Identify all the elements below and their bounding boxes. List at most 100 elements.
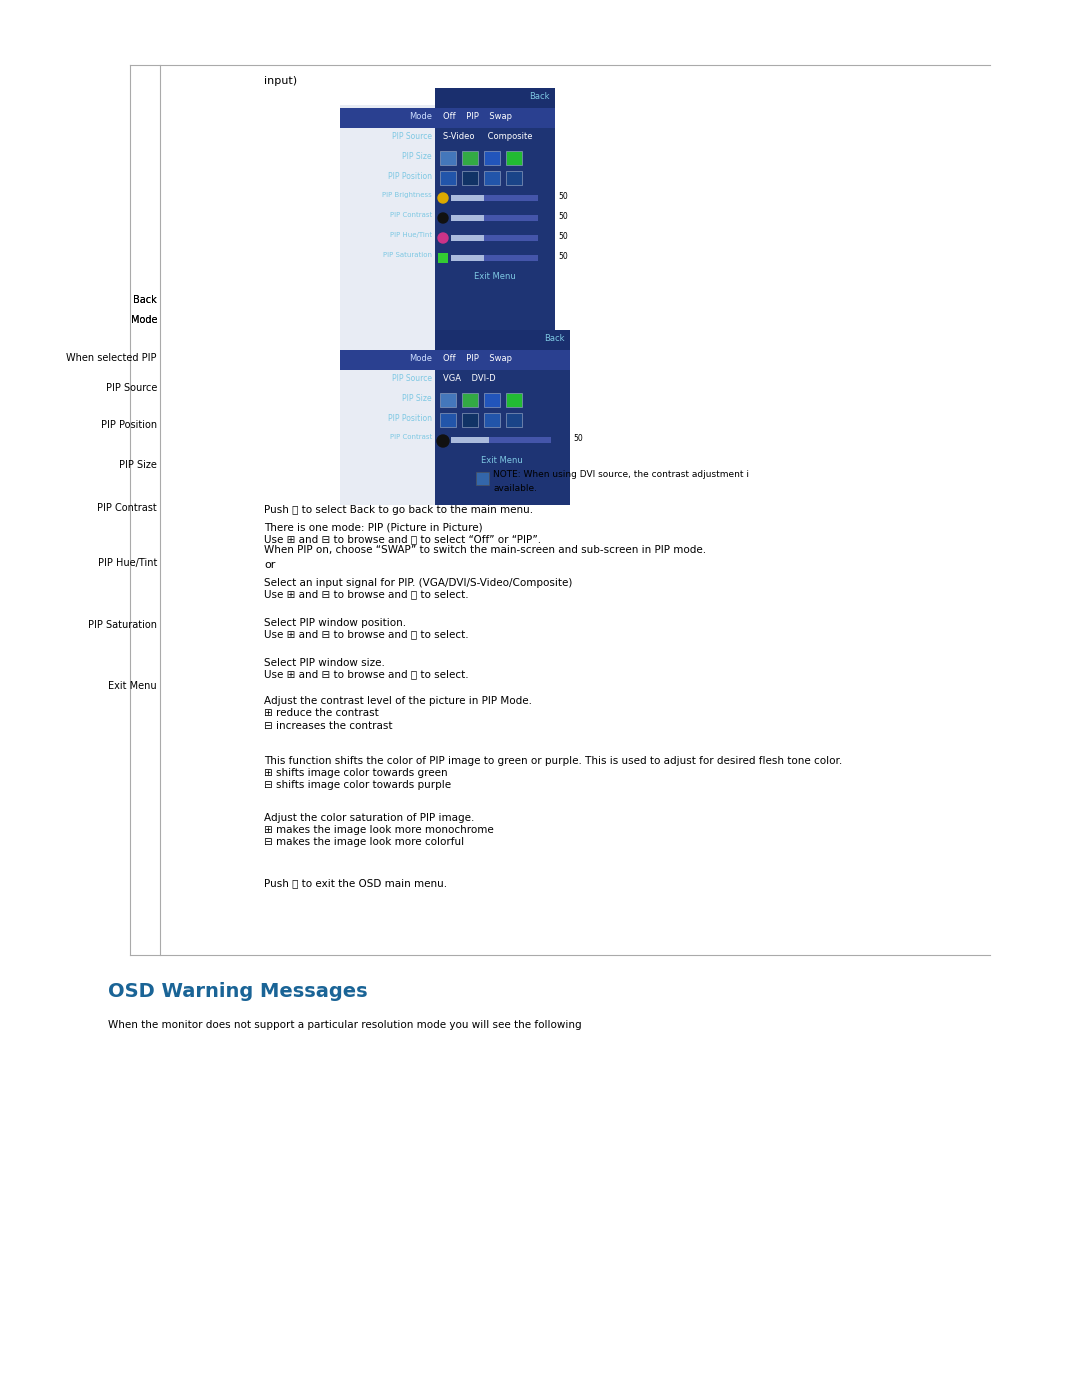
FancyBboxPatch shape [435,168,555,189]
Text: PIP Contrast: PIP Contrast [390,434,432,440]
Text: PIP Position: PIP Position [388,172,432,182]
FancyBboxPatch shape [484,414,500,427]
FancyBboxPatch shape [435,453,570,472]
Text: Mode: Mode [131,314,157,326]
FancyBboxPatch shape [435,129,555,148]
Text: ⊞ makes the image look more monochrome: ⊞ makes the image look more monochrome [264,826,494,835]
Text: PIP Source: PIP Source [392,131,432,141]
FancyBboxPatch shape [340,108,555,129]
Text: PIP Hue/Tint: PIP Hue/Tint [390,232,432,237]
Text: When the monitor does not support a particular resolution mode you will see the : When the monitor does not support a part… [108,1020,582,1030]
FancyBboxPatch shape [435,330,570,504]
Text: NOTE: When using DVI source, the contrast adjustment i: NOTE: When using DVI source, the contras… [492,469,750,479]
FancyBboxPatch shape [435,189,555,208]
FancyBboxPatch shape [435,330,570,351]
FancyBboxPatch shape [435,249,555,268]
FancyBboxPatch shape [340,351,570,370]
Text: 50: 50 [558,251,568,261]
FancyBboxPatch shape [435,88,555,108]
Text: Push Ⓑ to select Back to go back to the main menu.: Push Ⓑ to select Back to go back to the … [264,504,534,515]
Text: ⊞ reduce the contrast: ⊞ reduce the contrast [264,708,379,718]
Text: Mode: Mode [131,314,157,326]
Text: PIP Size: PIP Size [119,460,157,469]
Text: PIP Contrast: PIP Contrast [97,503,157,513]
Text: Use ⊞ and ⊟ to browse and Ⓑ to select.: Use ⊞ and ⊟ to browse and Ⓑ to select. [264,590,469,599]
FancyBboxPatch shape [507,151,522,165]
Text: ⊟ shifts image color towards purple: ⊟ shifts image color towards purple [264,780,451,789]
FancyBboxPatch shape [435,148,555,168]
Text: Back: Back [529,92,550,101]
Text: Mode: Mode [409,353,432,363]
FancyBboxPatch shape [462,393,478,407]
FancyBboxPatch shape [451,196,538,201]
Text: When PIP on, choose “SWAP” to switch the main-screen and sub-screen in PIP mode.: When PIP on, choose “SWAP” to switch the… [264,545,706,555]
Text: PIP Position: PIP Position [388,414,432,423]
Circle shape [438,233,448,243]
Text: Use ⊞ and ⊟ to browse and Ⓑ to select “Off” or “PIP”.: Use ⊞ and ⊟ to browse and Ⓑ to select “O… [264,534,541,543]
FancyBboxPatch shape [451,437,489,443]
FancyBboxPatch shape [435,430,570,453]
Text: Push Ⓑ to exit the OSD main menu.: Push Ⓑ to exit the OSD main menu. [264,877,447,888]
FancyBboxPatch shape [340,351,435,504]
Text: Exit Menu: Exit Menu [481,455,523,465]
Text: OSD Warning Messages: OSD Warning Messages [108,982,367,1002]
FancyBboxPatch shape [451,256,538,261]
FancyBboxPatch shape [435,370,570,390]
Text: available.: available. [492,483,537,493]
FancyBboxPatch shape [440,393,456,407]
FancyBboxPatch shape [476,472,489,485]
FancyBboxPatch shape [484,151,500,165]
Text: Back: Back [544,334,565,344]
FancyBboxPatch shape [484,170,500,184]
Text: PIP Size: PIP Size [403,394,432,402]
Text: ⊟ makes the image look more colorful: ⊟ makes the image look more colorful [264,837,464,847]
Text: 50: 50 [573,434,583,443]
Text: Select an input signal for PIP. (VGA/DVI/S-Video/Composite): Select an input signal for PIP. (VGA/DVI… [264,578,572,588]
Text: S-Video     Composite: S-Video Composite [443,131,532,141]
FancyBboxPatch shape [507,393,522,407]
FancyBboxPatch shape [440,170,456,184]
Text: Select PIP window position.: Select PIP window position. [264,617,406,629]
FancyBboxPatch shape [451,235,484,242]
Text: Exit Menu: Exit Menu [108,680,157,692]
Text: or: or [264,560,275,570]
Text: Select PIP window size.: Select PIP window size. [264,658,384,668]
FancyBboxPatch shape [435,390,570,409]
FancyBboxPatch shape [451,256,484,261]
FancyBboxPatch shape [440,414,456,427]
Text: When selected PIP: When selected PIP [67,353,157,363]
Text: PIP Brightness: PIP Brightness [382,191,432,198]
FancyBboxPatch shape [507,414,522,427]
FancyBboxPatch shape [435,409,570,430]
Text: PIP Source: PIP Source [106,383,157,393]
Circle shape [438,212,448,224]
FancyBboxPatch shape [435,88,555,430]
Text: 50: 50 [558,212,568,221]
Text: Mode: Mode [409,112,432,122]
Text: ⊞ shifts image color towards green: ⊞ shifts image color towards green [264,768,447,778]
Text: Exit Menu: Exit Menu [474,272,516,281]
Text: Back: Back [133,295,157,305]
FancyBboxPatch shape [451,437,551,443]
Text: PIP Saturation: PIP Saturation [383,251,432,258]
FancyBboxPatch shape [438,253,448,263]
FancyBboxPatch shape [462,170,478,184]
Circle shape [437,434,449,447]
Text: Adjust the color saturation of PIP image.: Adjust the color saturation of PIP image… [264,813,474,823]
FancyBboxPatch shape [462,414,478,427]
Text: Adjust the contrast level of the picture in PIP Mode.: Adjust the contrast level of the picture… [264,696,532,705]
Text: Use ⊞ and ⊟ to browse and Ⓑ to select.: Use ⊞ and ⊟ to browse and Ⓑ to select. [264,629,469,638]
FancyBboxPatch shape [507,170,522,184]
Text: PIP Source: PIP Source [392,374,432,383]
Text: 50: 50 [558,191,568,201]
FancyBboxPatch shape [435,208,555,228]
Text: This function shifts the color of PIP image to green or purple. This is used to : This function shifts the color of PIP im… [264,756,842,766]
Text: PIP Size: PIP Size [403,152,432,161]
Text: 50: 50 [558,232,568,242]
FancyBboxPatch shape [451,215,538,221]
FancyBboxPatch shape [451,196,484,201]
Text: Off    PIP    Swap: Off PIP Swap [443,353,512,363]
Text: Use ⊞ and ⊟ to browse and Ⓑ to select.: Use ⊞ and ⊟ to browse and Ⓑ to select. [264,669,469,679]
FancyBboxPatch shape [451,235,538,242]
FancyBboxPatch shape [435,228,555,249]
